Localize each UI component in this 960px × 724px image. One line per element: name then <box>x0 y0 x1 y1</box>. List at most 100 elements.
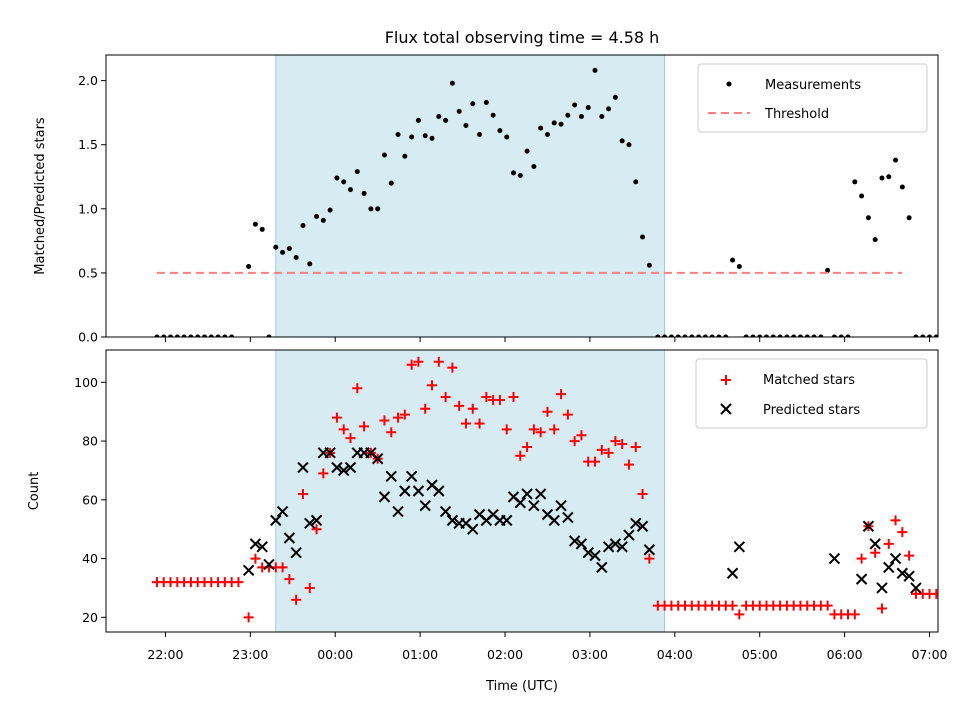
matched-star-point <box>291 594 302 605</box>
measurement-point <box>689 334 695 337</box>
matched-star-point <box>617 439 628 449</box>
y-tick-label-bottom: 40 <box>82 551 98 566</box>
shaded-span-bottom <box>275 349 666 633</box>
legend-frame-top <box>697 63 928 133</box>
predicted-star-point <box>283 532 296 544</box>
predicted-star-point <box>419 499 431 512</box>
legend-matched-marker <box>721 375 731 385</box>
measurement-point <box>764 334 770 337</box>
predicted-star-point <box>869 538 881 550</box>
predicted-star-point <box>862 520 875 532</box>
matched-star-point <box>467 403 478 414</box>
measurement-point <box>341 179 347 185</box>
matched-star-point <box>243 612 254 623</box>
matched-star-point <box>440 392 451 402</box>
measurement-point <box>865 215 871 221</box>
measurement-point <box>606 106 612 112</box>
measurement-point <box>544 131 550 137</box>
predicted-star-point <box>602 541 615 553</box>
measurement-point <box>838 334 844 337</box>
x-tick-label: 04:00 <box>657 647 693 662</box>
y-tick-label-bottom: 80 <box>82 434 98 449</box>
measurement-point <box>886 174 892 180</box>
measurement-point <box>818 334 824 337</box>
measurement-point <box>273 244 279 250</box>
predicted-star-point <box>889 552 902 565</box>
matched-star-point <box>433 356 444 367</box>
matched-star-point <box>897 527 908 538</box>
predicted-star-point <box>855 573 868 585</box>
predicted-star-point <box>521 488 533 500</box>
matched-star-point <box>474 418 485 429</box>
measurement-point <box>195 334 201 337</box>
matched-star-point <box>352 383 363 394</box>
measurement-point <box>436 114 442 120</box>
measurement-point <box>201 334 207 337</box>
matched-star-point <box>630 441 641 452</box>
x-axis-label: Time (UTC) <box>485 679 558 694</box>
shaded-span-top <box>275 54 666 338</box>
measurement-point <box>668 334 674 337</box>
predicted-star-point <box>609 538 622 550</box>
measurement-point <box>592 67 598 73</box>
x-tick-label: 00:00 <box>317 647 353 662</box>
measurement-point <box>429 135 435 141</box>
matched-star-point <box>569 436 580 447</box>
measurement-point <box>497 128 503 134</box>
matched-star-point <box>331 412 342 423</box>
measurement-point <box>517 172 523 178</box>
measurement-point <box>730 257 736 263</box>
matched-star-point <box>603 447 614 458</box>
predicted-star-point <box>883 561 895 574</box>
matched-star-point <box>856 553 867 564</box>
matched-star-point <box>427 380 438 391</box>
matched-star-point <box>494 394 505 405</box>
y-tick-label-bottom: 100 <box>74 375 98 390</box>
measurement-point <box>188 334 194 337</box>
measurement-point <box>662 334 668 337</box>
measurement-point <box>259 226 265 232</box>
predicted-star-point <box>514 497 527 509</box>
measurement-point <box>307 261 313 267</box>
measurement-point <box>551 120 557 126</box>
measurement-point <box>531 164 537 170</box>
panel-counts: 20 40 60 80 100 22:00 23:00 00:00 01:00 02:00 03:… <box>27 349 960 694</box>
measurement-point <box>578 114 584 120</box>
measurement-point <box>463 123 469 128</box>
predicted-star-point <box>399 485 411 497</box>
predicted-star-point <box>331 461 343 474</box>
measurement-point <box>757 334 763 337</box>
matched-star-point <box>304 582 315 593</box>
chart-title: Flux total observing time = 4.58 h <box>385 28 660 47</box>
y-tick-label-bottom: 20 <box>82 610 98 625</box>
legend-threshold-label: Threshold <box>764 107 829 122</box>
matched-star-point <box>338 424 349 435</box>
legend-predicted-marker <box>720 403 732 415</box>
x-tick-label: 23:00 <box>232 647 268 662</box>
matched-star-point <box>386 427 397 438</box>
matched-star-point <box>345 433 356 444</box>
matched-star-point <box>562 409 573 420</box>
measurement-point <box>893 157 899 163</box>
predicted-star-point <box>548 514 560 527</box>
measurement-point <box>954 335 959 340</box>
predicted-star-point <box>392 505 404 518</box>
y-axis-label-bottom: Count <box>27 472 42 511</box>
measurement-point <box>572 102 578 108</box>
plot-frame-top <box>105 54 939 338</box>
measurement-point <box>825 267 831 273</box>
predicted-star-point <box>249 538 262 550</box>
measurement-point <box>640 234 646 240</box>
predicted-star-point <box>263 558 275 571</box>
predicted-star-point <box>636 520 649 532</box>
measurement-point <box>872 237 878 243</box>
predicted-star-point <box>446 514 459 527</box>
predicted-star-point <box>378 491 391 503</box>
matched-star-point <box>883 538 894 549</box>
measurement-point <box>511 170 517 176</box>
matched-star-point <box>952 589 960 599</box>
predicted-star-point <box>616 541 628 553</box>
measurement-point <box>716 334 722 337</box>
measurement-point <box>456 108 462 114</box>
matched-star-point <box>481 392 492 402</box>
